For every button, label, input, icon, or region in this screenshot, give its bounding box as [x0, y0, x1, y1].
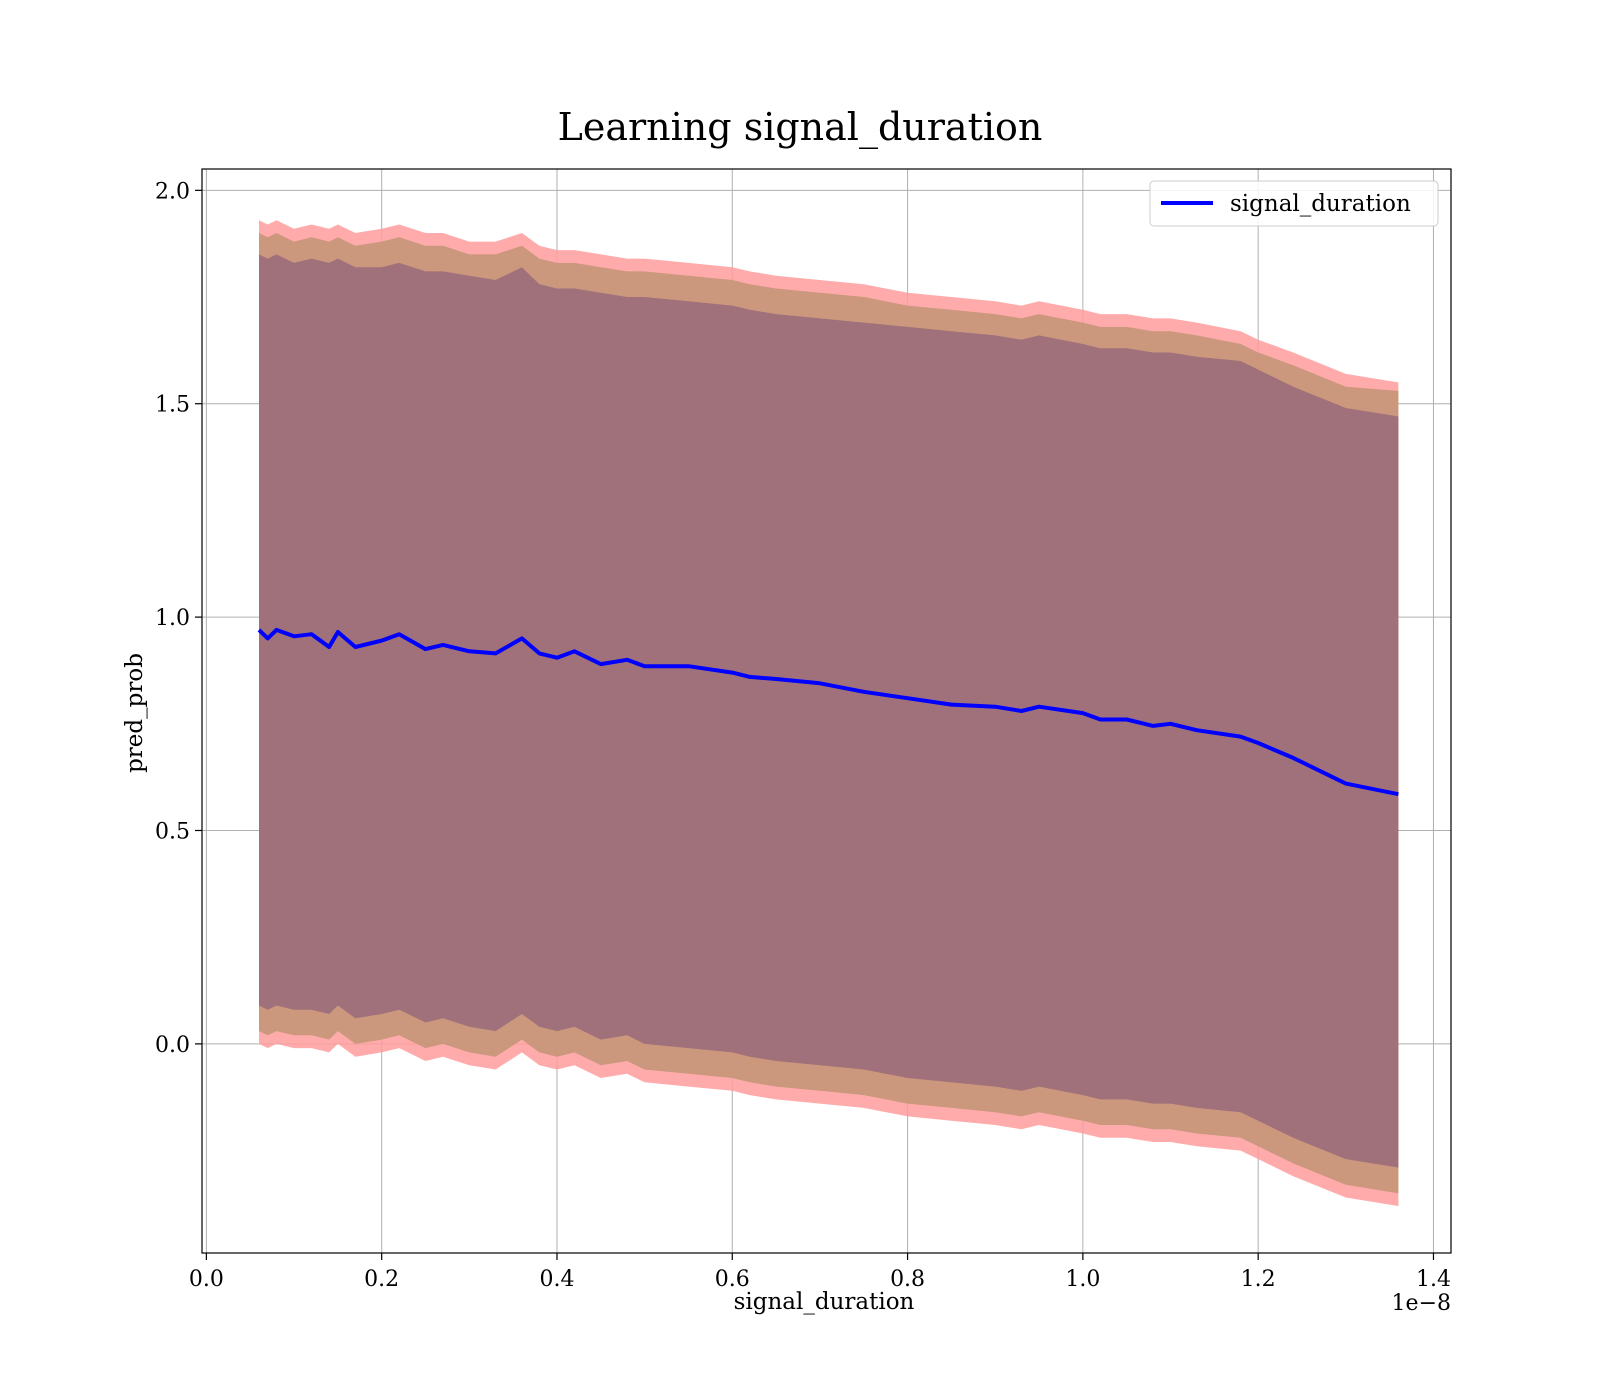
- legend: signal_duration: [1149, 180, 1439, 227]
- y-tick-label: 1.5: [155, 393, 190, 418]
- plot-frame: [201, 168, 1452, 1254]
- chart-title: Learning signal_duration: [558, 105, 1043, 150]
- y-tick-label: 2.0: [155, 179, 190, 204]
- x-tick-label: 0.4: [539, 1267, 574, 1292]
- y-tick-label: 0.0: [155, 1033, 190, 1058]
- x-tick-label: 0.8: [890, 1267, 925, 1292]
- legend-box: [1149, 180, 1439, 227]
- x-tick-label: 1.0: [1065, 1267, 1100, 1292]
- x-axis-title: signal_duration: [734, 1289, 915, 1315]
- legend-label: signal_duration: [1230, 191, 1411, 217]
- x-tick-label: 1.2: [1241, 1267, 1276, 1292]
- x-tick-label: 0.2: [364, 1267, 399, 1292]
- confidence-band-inner: [259, 254, 1399, 1168]
- y-tick-label: 0.5: [155, 819, 190, 844]
- series-line-signal-duration: [257, 627, 1399, 797]
- x-tick-label: 0.0: [189, 1267, 224, 1292]
- x-axis-offset-label: 1e−8: [1392, 1291, 1451, 1316]
- y-tick-label: 1.0: [155, 606, 190, 631]
- y-axis-title: pred_prob: [122, 653, 148, 773]
- plot-area: 0.0 0.2 0.4 0.6 0.8 1.0 1.2 1.4 0.0 0.5 1.0 1.5 2.0 s…: [155, 168, 1452, 1292]
- x-tick-label: 1.4: [1416, 1267, 1451, 1292]
- x-tick-label: 0.6: [715, 1267, 750, 1292]
